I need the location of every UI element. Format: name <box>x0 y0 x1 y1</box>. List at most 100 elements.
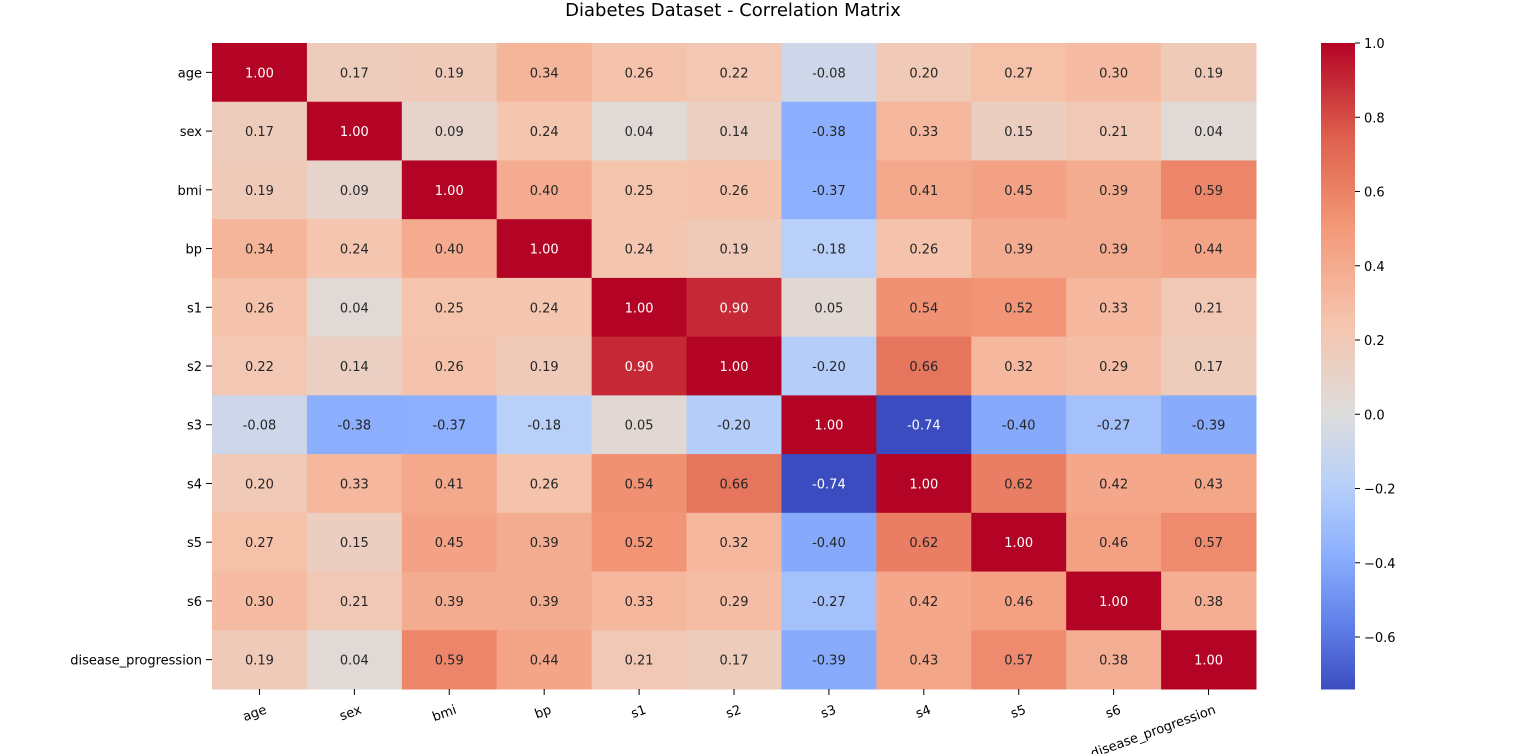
colorbar-band <box>1321 535 1355 538</box>
colorbar-band <box>1321 651 1355 654</box>
cell-value-label: 0.59 <box>435 654 464 669</box>
cell-value-label: 0.26 <box>625 66 654 81</box>
heatmap-cell <box>401 101 498 161</box>
colorbar-band <box>1321 395 1355 398</box>
heatmap-cell <box>496 512 593 573</box>
x-tick-label: s3 <box>819 703 838 722</box>
colorbar-band <box>1321 355 1355 358</box>
x-axis-tick-labels: age sex bmi bp s1 s2 s3 s4 s5 s6disease_progressi… <box>241 689 1218 754</box>
cell-value-label: 0.19 <box>1194 66 1223 81</box>
cell-value-label: 0.04 <box>625 125 654 140</box>
heatmap-cell <box>401 571 498 631</box>
colorbar-band <box>1321 471 1355 474</box>
heatmap-cell <box>781 395 877 455</box>
colorbar-band <box>1321 591 1355 594</box>
colorbar-band <box>1321 607 1355 610</box>
colorbar-band <box>1321 523 1355 526</box>
heatmap-cell <box>686 571 782 631</box>
colorbar-band <box>1321 61 1355 64</box>
colorbar-band <box>1321 501 1355 504</box>
heatmap-cell <box>591 395 688 455</box>
colorbar-band <box>1321 261 1355 264</box>
heatmap-cell <box>686 336 782 396</box>
colorbar-band <box>1321 173 1355 176</box>
colorbar-band <box>1321 547 1355 550</box>
colorbar-band <box>1321 203 1355 206</box>
cell-value-label: 0.26 <box>530 477 559 492</box>
heatmap-cell <box>306 630 403 690</box>
heatmap-cell <box>212 219 308 279</box>
colorbar-band <box>1321 143 1355 146</box>
colorbar-band <box>1321 495 1355 498</box>
colorbar-band <box>1321 635 1355 638</box>
colorbar-band <box>1321 653 1355 656</box>
colorbar-band <box>1321 615 1355 618</box>
colorbar-band <box>1321 427 1355 430</box>
colorbar-band <box>1321 529 1355 532</box>
colorbar-band <box>1321 255 1355 258</box>
cell-value-label: 0.14 <box>340 360 369 375</box>
heatmap-cell <box>401 512 498 573</box>
cell-value-label: 0.15 <box>1004 125 1033 140</box>
colorbar-band <box>1321 437 1355 440</box>
heatmap-cell <box>1066 277 1162 338</box>
colorbar-band <box>1321 129 1355 132</box>
colorbar-band <box>1321 65 1355 68</box>
heatmap-cell <box>306 43 403 103</box>
cell-value-label: 0.62 <box>1004 477 1033 492</box>
heatmap-cell <box>212 101 308 161</box>
colorbar-band <box>1321 631 1355 634</box>
colorbar-band <box>1321 161 1355 164</box>
colorbar-band <box>1321 687 1355 690</box>
colorbar-band <box>1321 223 1355 226</box>
colorbar-band <box>1321 601 1355 604</box>
heatmap-cell <box>306 277 403 338</box>
heatmap-cell <box>971 336 1067 396</box>
cell-value-label: -0.08 <box>812 66 846 81</box>
heatmap-cell <box>686 160 782 220</box>
cell-value-label: 1.00 <box>435 184 464 199</box>
cell-value-label: 0.30 <box>245 595 274 610</box>
heatmap-cell <box>401 219 498 279</box>
colorbar-band <box>1321 557 1355 560</box>
heatmap-cell <box>1161 395 1257 455</box>
colorbar-band <box>1321 293 1355 296</box>
colorbar-band <box>1321 569 1355 572</box>
colorbar-band <box>1321 93 1355 96</box>
heatmap-cell <box>306 101 403 161</box>
colorbar-band <box>1321 119 1355 122</box>
colorbar-band <box>1321 283 1355 286</box>
colorbar-band <box>1321 69 1355 72</box>
heatmap-cell <box>1161 43 1257 103</box>
colorbar-band <box>1321 245 1355 248</box>
cell-value-label: 1.00 <box>909 477 938 492</box>
colorbar-band <box>1321 147 1355 150</box>
colorbar-band <box>1321 431 1355 434</box>
heatmap-cell <box>686 630 782 690</box>
cell-value-label: 0.17 <box>1194 360 1223 375</box>
cell-value-label: 0.26 <box>435 360 464 375</box>
colorbar-band <box>1321 87 1355 90</box>
colorbar-band <box>1321 209 1355 212</box>
colorbar-band <box>1321 369 1355 372</box>
cell-value-label: 1.00 <box>245 66 274 81</box>
colorbar-band <box>1321 681 1355 684</box>
colorbar-band <box>1321 57 1355 60</box>
cell-value-label: 0.04 <box>340 654 369 669</box>
heatmap-cell <box>876 43 972 103</box>
colorbar-band <box>1321 195 1355 198</box>
heatmap-cell <box>781 454 877 514</box>
colorbar-band <box>1321 567 1355 570</box>
cell-value-label: 0.52 <box>1004 301 1033 316</box>
colorbar-tick-label: 0.2 <box>1364 334 1385 349</box>
colorbar-band <box>1321 347 1355 350</box>
x-tick-label: s6 <box>1104 703 1123 722</box>
colorbar-band <box>1321 359 1355 362</box>
heatmap-cell <box>686 219 782 279</box>
heatmap-cell <box>1161 512 1257 573</box>
colorbar-band <box>1321 175 1355 178</box>
colorbar-band <box>1321 539 1355 542</box>
colorbar-band <box>1321 275 1355 278</box>
colorbar-band <box>1321 519 1355 522</box>
colorbar-band <box>1321 589 1355 592</box>
